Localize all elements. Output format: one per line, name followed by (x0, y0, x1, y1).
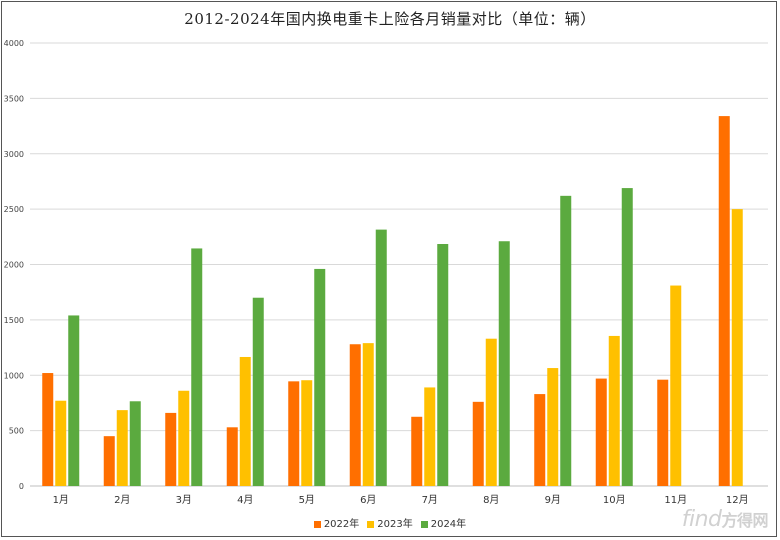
y-tick-label: 4000 (4, 39, 24, 48)
legend-label: 2022年 (323, 519, 360, 530)
x-tick-label: 9月 (545, 494, 561, 506)
bar-2022年-10月 (595, 378, 607, 486)
watermark-latin: find (681, 507, 722, 532)
bar-2024年-2月 (129, 401, 141, 486)
bar-2024年-6月 (375, 229, 387, 486)
x-tick-label: 1月 (53, 494, 69, 506)
bar-2023年-12月 (731, 209, 743, 486)
y-tick-label: 500 (9, 427, 24, 436)
y-tick-label: 1500 (4, 316, 24, 325)
y-tick-label: 3500 (4, 94, 24, 103)
bar-2024年-8月 (498, 241, 510, 486)
bar-2023年-11月 (670, 285, 682, 486)
bar-2023年-5月 (301, 380, 313, 486)
bar-2023年-3月 (178, 390, 190, 486)
x-tick-label: 6月 (360, 494, 376, 506)
chart-title: 2012-2024年国内换电重卡上险各月销量对比（单位：辆） (184, 10, 596, 28)
bar-2024年-4月 (252, 297, 264, 486)
x-tick-label: 2月 (114, 494, 130, 506)
bar-2023年-1月 (55, 400, 67, 486)
bar-2024年-1月 (68, 315, 80, 486)
bar-2022年-4月 (226, 427, 238, 486)
y-tick-label: 3000 (4, 150, 24, 159)
y-tick-label: 2000 (4, 261, 24, 270)
x-tick-label: 11月 (664, 494, 687, 506)
legend-item: 2024年 (420, 515, 467, 530)
y-tick-label: 1000 (4, 371, 24, 380)
x-tick-label: 4月 (237, 494, 253, 506)
bar-2023年-9月 (547, 368, 559, 486)
bar-2023年-10月 (608, 335, 620, 486)
chart-legend: 2022年 2023年 2024年 (0, 515, 780, 530)
y-tick-label: 0 (19, 482, 24, 491)
bar-2022年-3月 (165, 412, 177, 486)
legend-swatch (420, 520, 428, 528)
bar-2024年-9月 (560, 195, 572, 486)
bar-2024年-3月 (191, 248, 203, 486)
x-tick-label: 10月 (603, 494, 626, 506)
bar-2024年-10月 (621, 188, 633, 486)
legend-label: 2024年 (430, 519, 467, 530)
legend-item: 2022年 (313, 515, 360, 530)
legend-swatch (367, 520, 375, 528)
x-tick-label: 7月 (422, 494, 438, 506)
bar-2022年-1月 (42, 373, 54, 486)
watermark-cjk: 方得网 (721, 511, 768, 530)
bar-2022年-7月 (411, 416, 423, 486)
bar-2022年-12月 (718, 116, 730, 486)
x-tick-label: 3月 (176, 494, 192, 506)
bar-2023年-8月 (485, 338, 497, 486)
bar-2022年-8月 (472, 401, 484, 486)
legend-swatch (313, 520, 321, 528)
bar-2023年-6月 (362, 343, 374, 486)
y-tick-label: 2500 (4, 205, 24, 214)
bar-2024年-5月 (314, 268, 326, 486)
bar-2023年-2月 (116, 410, 128, 486)
bar-2022年-5月 (288, 381, 300, 486)
bar-2022年-9月 (534, 394, 546, 486)
legend-item: 2023年 (367, 515, 413, 530)
watermark-logo: find方得网 (681, 507, 769, 532)
x-tick-label: 8月 (483, 494, 499, 506)
x-tick-label: 12月 (726, 494, 749, 506)
bar-2022年-6月 (349, 344, 361, 486)
bar-2023年-7月 (424, 387, 436, 486)
bar-2023年-4月 (239, 356, 251, 486)
bar-2022年-11月 (657, 379, 669, 486)
bar-2024年-7月 (437, 244, 449, 486)
bar-2022年-2月 (103, 436, 115, 486)
legend-label: 2023年 (377, 519, 413, 530)
x-tick-label: 5月 (299, 494, 315, 506)
